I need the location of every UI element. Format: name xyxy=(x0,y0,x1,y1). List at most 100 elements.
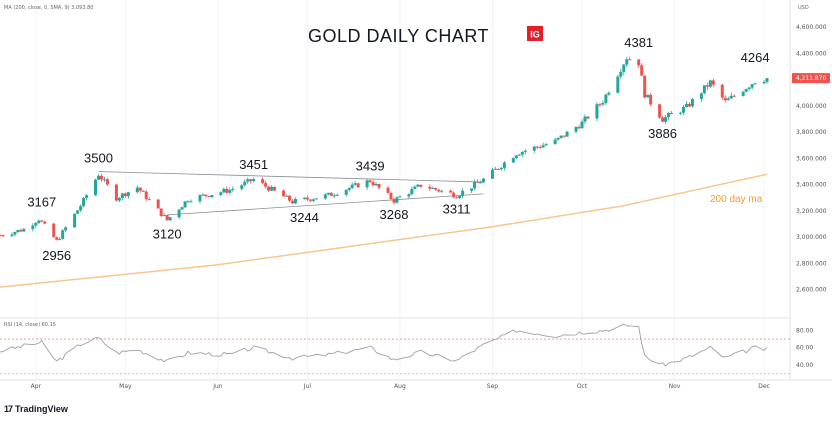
candle-body xyxy=(607,92,611,95)
price-annotation: 3451 xyxy=(239,157,268,172)
x-tick-label: Aug xyxy=(394,383,406,390)
candle-body xyxy=(419,184,423,187)
candle-body xyxy=(407,194,411,197)
candle-body xyxy=(598,104,602,106)
candle-body xyxy=(285,195,289,197)
candle-body xyxy=(96,175,100,180)
candle-body xyxy=(762,81,766,84)
y-tick-label: 2,800.000 xyxy=(796,260,827,267)
candle-body xyxy=(434,187,438,190)
candle-body xyxy=(720,84,724,98)
candle-body xyxy=(556,137,560,140)
last-price-value: 4,211.870 xyxy=(796,75,827,82)
y-tick-label: 3,800.000 xyxy=(796,129,827,136)
candle-body xyxy=(496,168,500,170)
x-tick-label: Oct xyxy=(577,383,588,390)
candle-body xyxy=(207,196,211,198)
price-annotation: 3120 xyxy=(153,226,182,241)
candle-body xyxy=(670,113,674,115)
candle-body xyxy=(99,175,103,180)
candle-body xyxy=(377,183,381,188)
candle-body xyxy=(514,155,518,159)
candle-body xyxy=(681,106,685,113)
price-annotation: 4381 xyxy=(624,35,653,50)
tradingview-logo-icon: 17 xyxy=(4,404,13,414)
candle-body xyxy=(85,195,89,198)
candle-body xyxy=(210,195,214,197)
candle-body xyxy=(64,227,68,231)
candle-body xyxy=(586,116,590,119)
candle-body xyxy=(10,234,14,236)
candle-body xyxy=(123,193,127,197)
candle-body xyxy=(661,117,665,122)
x-tick-label: Nov xyxy=(669,383,681,390)
rsi-tick-label: 60.00 xyxy=(796,345,813,352)
candle-body xyxy=(0,235,2,237)
candle-body xyxy=(517,154,521,156)
triangle-upper-line xyxy=(98,171,484,183)
x-tick-label: May xyxy=(119,383,132,390)
candle-body xyxy=(228,189,232,193)
rsi-line xyxy=(0,323,768,367)
candle-body xyxy=(705,85,709,87)
candle-body xyxy=(302,197,306,199)
candle-body xyxy=(31,225,35,230)
candle-body xyxy=(750,84,754,88)
candle-body xyxy=(535,146,539,148)
candle-body xyxy=(499,167,503,170)
candle-body xyxy=(502,162,506,168)
candle-body xyxy=(177,209,181,218)
candle-body xyxy=(616,76,620,93)
y-tick-label: 4,400.000 xyxy=(796,50,827,57)
candle-body xyxy=(753,83,757,85)
candle-body xyxy=(562,135,566,137)
candle-body xyxy=(141,190,145,192)
candle-body xyxy=(201,194,205,196)
candle-body xyxy=(305,197,309,200)
candle-body xyxy=(344,189,348,195)
price-annotation: 3244 xyxy=(290,210,319,225)
candle-body xyxy=(180,207,184,210)
candle-body xyxy=(270,186,274,191)
candle-body xyxy=(765,78,769,82)
price-annotation: 2956 xyxy=(42,248,71,263)
candle-body xyxy=(574,127,578,132)
ma-legend: MA (200, close, 0, SMA, 9) 3,093.80 xyxy=(4,5,94,11)
candle-body xyxy=(461,190,465,196)
candle-body xyxy=(470,188,474,191)
candle-body xyxy=(455,197,459,199)
candle-body xyxy=(198,195,202,202)
candle-body xyxy=(117,197,121,201)
candle-body xyxy=(323,194,327,199)
candle-body xyxy=(120,193,124,198)
candle-body xyxy=(553,139,557,145)
candle-body xyxy=(156,199,160,209)
candle-body xyxy=(61,230,65,239)
candle-body xyxy=(410,188,414,195)
candle-body xyxy=(449,190,453,193)
candle-body xyxy=(729,95,733,99)
candle-body xyxy=(565,131,569,137)
candle-body xyxy=(326,192,330,195)
price-annotation: 3886 xyxy=(648,126,677,141)
candle-body xyxy=(264,183,268,187)
price-annotation: 3311 xyxy=(443,201,471,216)
price-annotation: 4264 xyxy=(741,50,770,65)
candle-body xyxy=(183,201,187,208)
rsi-tick-label: 80.00 xyxy=(796,327,813,334)
x-tick-label: Jul xyxy=(303,383,312,390)
candle-body xyxy=(353,183,357,185)
tradingview-brand-text: TradingView xyxy=(15,404,68,414)
candle-body xyxy=(79,206,83,211)
y-tick-label: 3,400.000 xyxy=(796,182,827,189)
candle-body xyxy=(493,168,497,170)
candle-body xyxy=(58,238,62,240)
candle-body xyxy=(43,221,47,224)
candle-body xyxy=(22,229,26,232)
y-tick-label: 3,600.000 xyxy=(796,155,827,162)
candle-body xyxy=(637,59,641,66)
candle-body xyxy=(678,112,682,114)
candle-body xyxy=(389,192,393,199)
